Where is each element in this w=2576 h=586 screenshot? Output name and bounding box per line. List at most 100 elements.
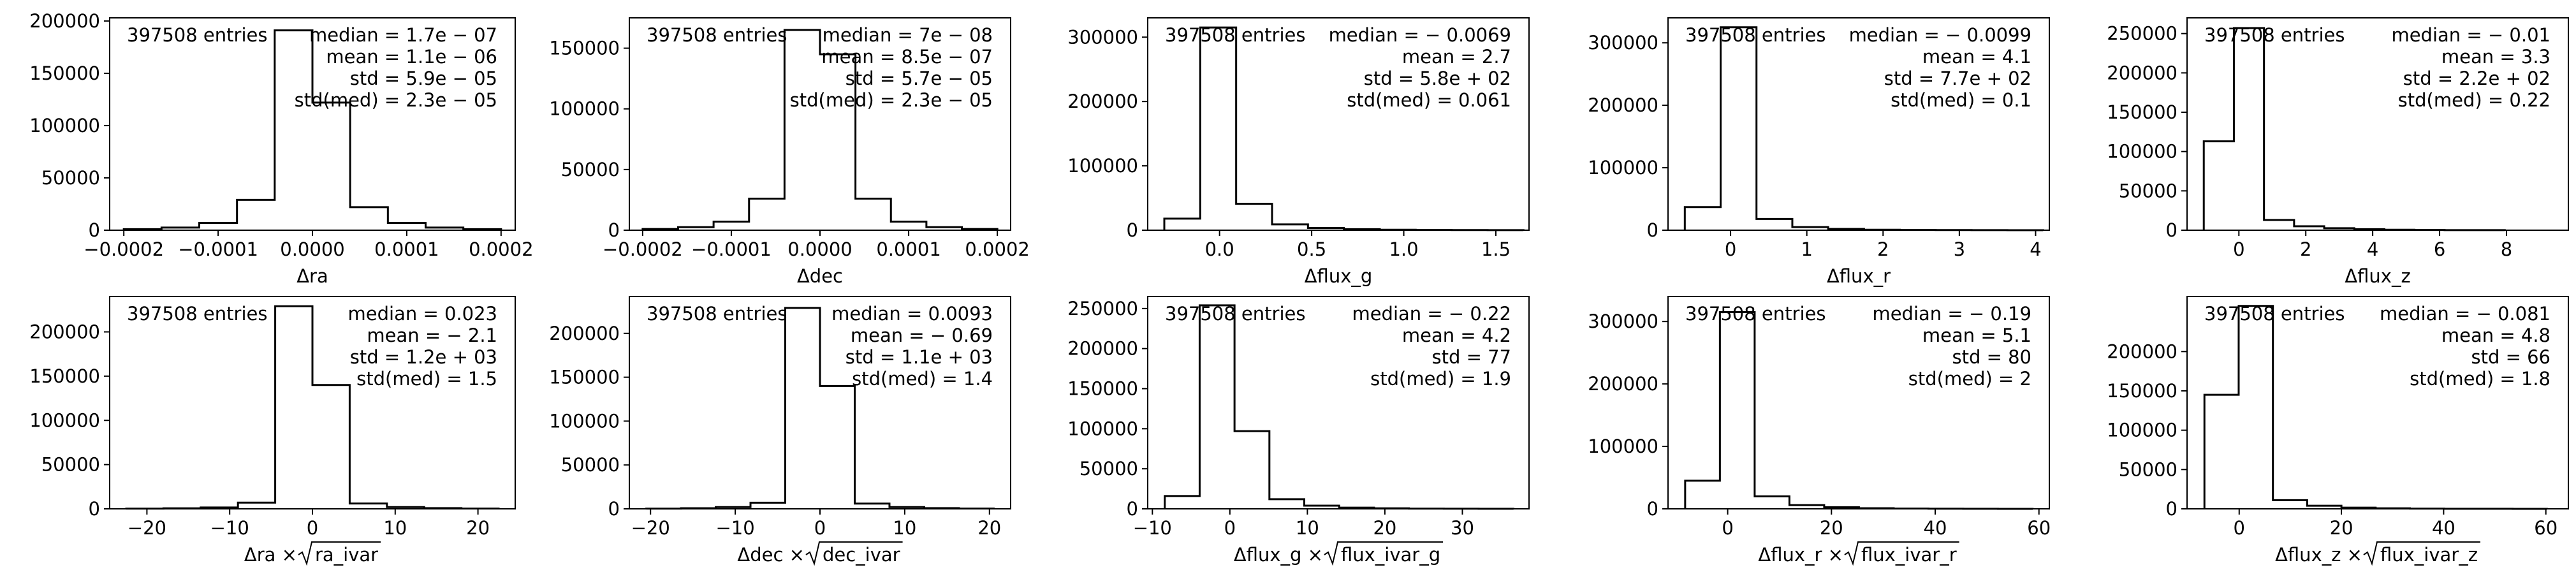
stat-annotation: std(med) = 2 [1908, 368, 2031, 390]
histogram-bin [2204, 142, 2234, 230]
x-axis-label-radicand: flux_ivar_z [2380, 544, 2478, 566]
histogram-step-line [122, 29, 502, 230]
stat-annotation: std(med) = 2.3e − 05 [790, 89, 993, 111]
x-tick-label: 10 [893, 517, 916, 539]
x-tick-label: 20 [1820, 517, 1843, 539]
x-tick-label: −10 [210, 517, 249, 539]
stat-annotation: mean = − 2.1 [367, 325, 497, 346]
axes-frame [1667, 17, 2050, 231]
histogram-panel: 0 20 40 60 0 100000 200000 300000 Δflux_r × flux… [1588, 296, 2051, 566]
x-tick-label: 0.0001 [374, 238, 439, 260]
stat-annotation: median = 7e − 08 [823, 24, 993, 46]
entries-count-label: 397508 entries [1685, 303, 1826, 325]
x-tick-label: 0.0002 [965, 238, 1029, 260]
histogram-bin [2234, 28, 2264, 230]
histogram-panel: −20 −10 0 10 20 0 50000 100000 150000 200000 Δra ×… [29, 296, 516, 566]
entries-count-label: 397508 entries [1165, 24, 1305, 46]
x-tick-label: 0.0002 [469, 238, 533, 260]
y-tick-label: 150000 [29, 365, 100, 387]
x-tick-label: 20 [977, 517, 1001, 539]
y-tick-label: 200000 [29, 321, 100, 343]
entries-count-label: 397508 entries [2204, 303, 2345, 325]
x-tick-label: 4 [2367, 238, 2378, 260]
histogram-bin [1234, 431, 1270, 509]
y-tick-label: 50000 [2119, 458, 2177, 480]
x-tick-label: 4 [2030, 238, 2041, 260]
x-tick-label: 8 [2501, 238, 2512, 260]
x-tick-label: −10 [716, 517, 755, 539]
stat-annotation: median = − 0.01 [2391, 24, 2550, 46]
y-tick-label: 100000 [29, 409, 100, 431]
x-tick-label: 20 [1373, 517, 1396, 539]
stat-annotation: std = 80 [1952, 346, 2031, 368]
histogram-bin [1200, 27, 1236, 230]
y-tick-label: 250000 [1067, 298, 1138, 319]
x-tick-label: 0 [2234, 517, 2245, 539]
histogram-bin [784, 30, 820, 230]
stat-annotation: std = 5.8e + 02 [1364, 68, 1511, 89]
y-tick-label: 100000 [29, 115, 100, 136]
stat-annotation: median = − 0.19 [1872, 303, 2031, 325]
y-tick-label: 0 [608, 219, 620, 241]
x-tick-label: 0.0000 [787, 238, 852, 260]
stat-annotation: std(med) = 1.8 [2410, 368, 2550, 390]
x-tick-label: 20 [466, 517, 490, 539]
histogram-bin [1721, 27, 1757, 230]
histogram-bin [1685, 207, 1720, 230]
y-tick-label: 200000 [1067, 91, 1138, 112]
histogram-bin [200, 223, 237, 230]
histogram-panel: 0 1 2 3 4 0 100000 200000 300000 Δflux_r 397508 en… [1588, 17, 2050, 287]
stat-annotation: mean = 4.2 [1402, 325, 1511, 346]
x-tick-label: −0.0002 [84, 238, 164, 260]
x-tick-label: 1.5 [1481, 238, 1511, 260]
stat-annotation: std(med) = 0.1 [1891, 89, 2031, 111]
y-tick-label: 100000 [1588, 157, 1658, 179]
y-tick-label: 300000 [1588, 32, 1658, 54]
x-tick-label: 40 [1924, 517, 1947, 539]
sqrt-symbol [1324, 541, 1444, 566]
x-tick-label: 0.0001 [876, 238, 940, 260]
y-tick-label: 100000 [1588, 436, 1658, 457]
x-tick-label: 2 [2300, 238, 2311, 260]
x-tick-label: 20 [2330, 517, 2353, 539]
y-tick-label: 150000 [1067, 378, 1138, 400]
y-tick-label: 50000 [561, 454, 620, 476]
sqrt-symbol [2363, 541, 2480, 566]
histogram-step-line [641, 29, 999, 230]
y-tick-label: 50000 [41, 167, 100, 189]
y-tick-label: 0 [2166, 219, 2177, 241]
x-axis-label-radicand: flux_ivar_r [1861, 544, 1957, 566]
stat-annotation: std = 66 [2471, 346, 2550, 368]
stat-annotation: median = − 0.0099 [1849, 24, 2031, 46]
x-tick-label: −0.0002 [603, 238, 683, 260]
y-tick-label: 300000 [1588, 311, 1658, 332]
x-tick-label: 30 [1451, 517, 1474, 539]
y-tick-label: 100000 [2107, 141, 2177, 163]
x-tick-label: 0 [814, 517, 826, 539]
x-tick-label: 0 [2233, 238, 2244, 260]
y-tick-label: 250000 [2107, 23, 2177, 45]
y-tick-label: 200000 [1067, 338, 1138, 360]
histogram-bin [1270, 499, 1305, 509]
histogram-panel: −10 0 10 20 30050000100000150000200000250000… [1067, 296, 1530, 566]
stat-annotation: std = 5.7e − 05 [845, 68, 993, 89]
x-axis-label: Δflux_g [1305, 265, 1373, 287]
x-tick-label: −0.0001 [691, 238, 772, 260]
stat-annotation: mean = 5.1 [1922, 325, 2031, 346]
y-tick-label: 50000 [41, 454, 100, 476]
x-axis-label-prefix: Δdec × [737, 544, 805, 566]
y-tick-label: 200000 [2107, 62, 2177, 84]
stat-annotation: std = 77 [1431, 346, 1511, 368]
y-tick-label: 200000 [29, 10, 100, 32]
stat-annotation: median = − 0.0069 [1329, 24, 1511, 46]
stat-annotation: std(med) = 1.5 [356, 368, 497, 390]
y-tick-label: 100000 [1067, 418, 1138, 439]
stat-annotation: median = 0.0093 [831, 303, 993, 325]
x-tick-label: 6 [2434, 238, 2445, 260]
y-tick-label: 200000 [1588, 373, 1658, 395]
axes-frame [1147, 17, 1530, 231]
x-tick-label: 10 [1296, 517, 1319, 539]
x-axis-label: Δflux_z [2345, 265, 2410, 287]
x-tick-label: 60 [2027, 517, 2051, 539]
